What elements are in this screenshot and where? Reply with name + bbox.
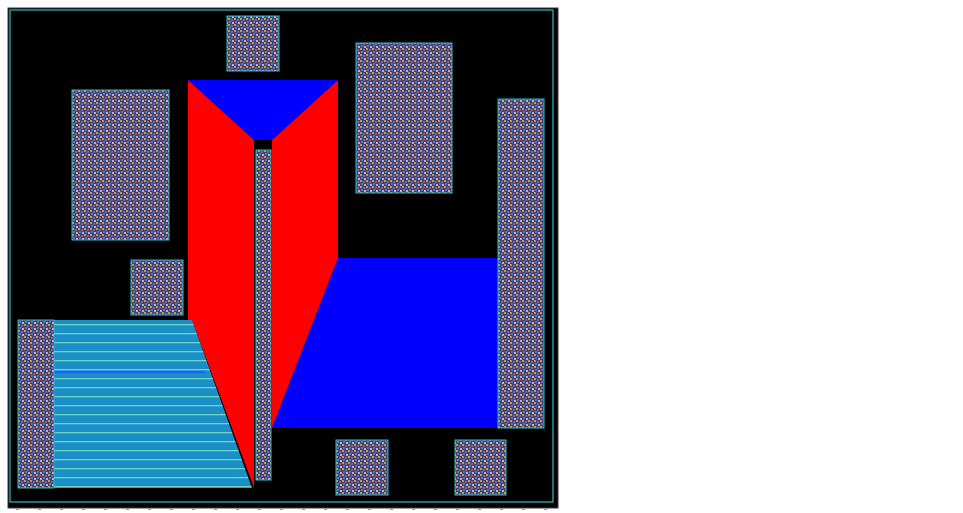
ruler-tick [302, 508, 305, 510]
ruler-tick [170, 508, 173, 510]
fill-cell-bottom-right [454, 439, 507, 496]
ruler-tick [236, 508, 239, 510]
ruler-tick [478, 508, 481, 510]
striped-region-left [18, 320, 252, 488]
ruler-tick [214, 508, 217, 510]
fill-cell-left-large [71, 89, 170, 241]
ruler-tick [82, 508, 85, 510]
ruler-tick [456, 508, 459, 510]
ruler-tick [368, 508, 371, 510]
blue-triangle-top [188, 80, 338, 140]
fill-cell-left-small [130, 259, 184, 316]
red-polygon-right [272, 80, 338, 428]
center-strip [255, 149, 272, 481]
fill-cell-bottom-mid [335, 439, 389, 496]
ruler-tick [192, 508, 195, 510]
ruler-tick [38, 508, 41, 510]
ruler-tick [412, 508, 415, 510]
ruler-tick [258, 508, 261, 510]
ruler-tick [522, 508, 525, 510]
ruler-tick [500, 508, 503, 510]
ruler-tick [324, 508, 327, 510]
ruler-tick [126, 508, 129, 510]
blue-polygon-right [272, 258, 498, 428]
ruler-tick [104, 508, 107, 510]
ruler-tick [60, 508, 63, 510]
ruler-tick [390, 508, 393, 510]
ruler-tick [544, 508, 547, 510]
bottom-ruler [16, 508, 547, 510]
red-polygon-left [188, 80, 254, 488]
fill-cell-right-tall [497, 98, 545, 429]
fill-cell-top [226, 15, 280, 72]
layout-border [9, 9, 554, 503]
fill-cell-top-right [355, 42, 453, 194]
ruler-tick [346, 508, 349, 510]
ruler-tick [434, 508, 437, 510]
ruler-tick [280, 508, 283, 510]
ruler-tick [148, 508, 151, 510]
fill-cell-bottom-left-tall [17, 319, 55, 489]
ruler-tick [16, 508, 19, 510]
